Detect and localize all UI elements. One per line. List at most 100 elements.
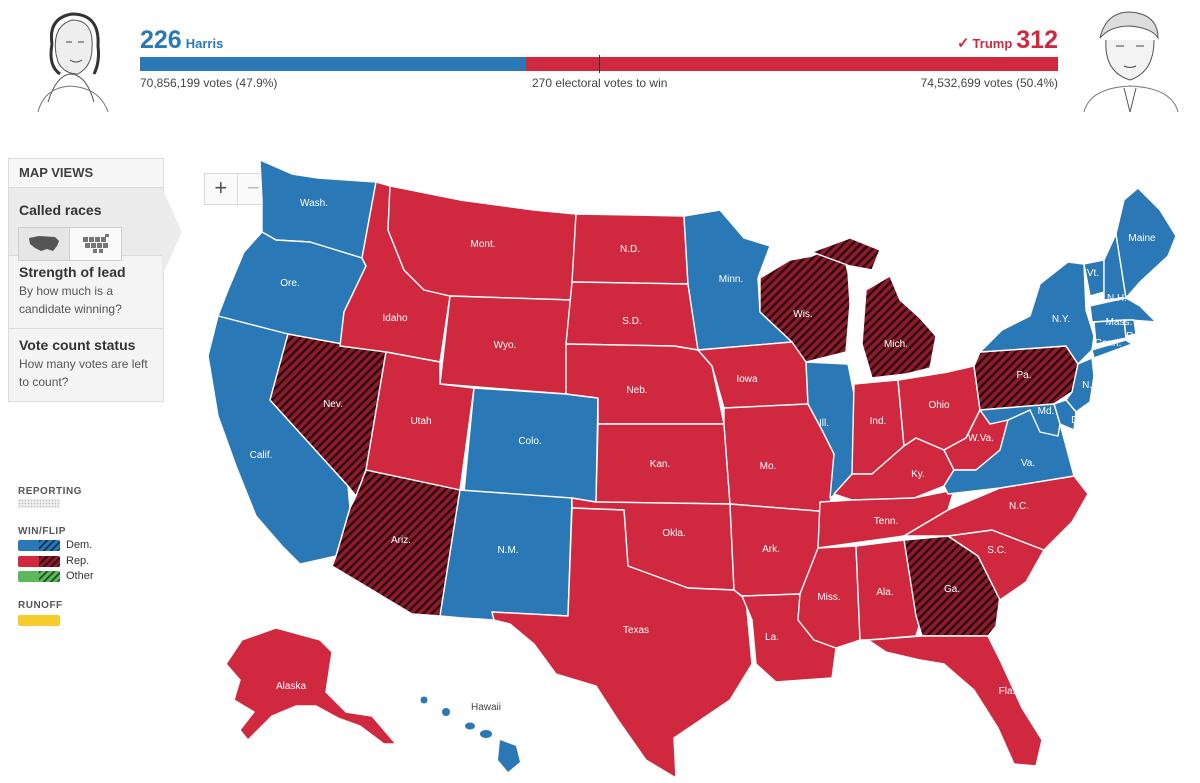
label-tn: Tenn. bbox=[874, 516, 898, 527]
label-me: Maine bbox=[1128, 233, 1156, 244]
legend-runoff-label: RUNOFF bbox=[18, 600, 63, 611]
label-md: Md. bbox=[1038, 406, 1055, 417]
rep-electoral-votes: 312 bbox=[1016, 26, 1058, 54]
state-ma[interactable] bbox=[1089, 297, 1157, 323]
zoom-out-button[interactable]: − bbox=[236, 174, 270, 204]
tile-map-icon[interactable] bbox=[70, 228, 121, 260]
label-nm: N.M. bbox=[497, 545, 518, 556]
label-az: Ariz. bbox=[391, 535, 411, 546]
dem-tally: 226 Harris bbox=[140, 26, 223, 55]
view-vote-count-status[interactable]: Vote count status How many votes are lef… bbox=[9, 329, 163, 401]
trump-portrait bbox=[1083, 11, 1179, 112]
label-in: Ind. bbox=[870, 416, 887, 427]
label-id: Idaho bbox=[382, 313, 407, 324]
label-al: Ala. bbox=[876, 587, 893, 598]
legend-other-row: Other bbox=[18, 570, 94, 582]
view-vote-count-desc: How many votes are left to count? bbox=[19, 357, 148, 389]
label-wy: Wyo. bbox=[494, 340, 517, 351]
winner-check-icon: ✓ bbox=[956, 35, 970, 52]
label-tx: Texas bbox=[623, 625, 649, 636]
dem-popular-vote: 70,856,199 votes (47.9%) bbox=[140, 76, 278, 90]
state-ri[interactable] bbox=[1123, 319, 1137, 337]
label-ia: Iowa bbox=[736, 374, 758, 385]
dem-candidate-name: Harris bbox=[185, 36, 224, 51]
state-tx[interactable] bbox=[491, 507, 753, 779]
legend-rep-row: Rep. bbox=[18, 555, 89, 567]
label-vt: Vt. bbox=[1087, 268, 1099, 279]
state-me[interactable] bbox=[1115, 187, 1177, 299]
state-tn[interactable] bbox=[817, 489, 955, 549]
state-nj[interactable] bbox=[1065, 357, 1095, 413]
state-mn[interactable] bbox=[683, 209, 793, 351]
label-ga: Ga. bbox=[944, 584, 960, 595]
view-strength-of-lead[interactable]: Strength of lead By how much is a candid… bbox=[9, 256, 163, 329]
us-map-icon[interactable] bbox=[19, 228, 70, 260]
state-ny[interactable] bbox=[979, 261, 1095, 365]
state-fl[interactable] bbox=[867, 635, 1043, 767]
label-ky: Ky. bbox=[911, 469, 925, 480]
label-hi: Hawaii bbox=[471, 702, 501, 713]
state-hi[interactable] bbox=[420, 696, 521, 773]
legend-rep-label: Rep. bbox=[66, 555, 90, 567]
reporting-swatch bbox=[18, 499, 60, 508]
legend-winflip-label: WIN/FLIP bbox=[18, 526, 66, 537]
state-md[interactable] bbox=[979, 403, 1061, 437]
label-ks: Kan. bbox=[650, 459, 671, 470]
win-threshold-marker bbox=[599, 55, 600, 73]
label-ne: Neb. bbox=[626, 385, 647, 396]
state-nc[interactable] bbox=[903, 475, 1089, 551]
state-mi[interactable] bbox=[861, 275, 937, 379]
rep-candidate-name: Trump bbox=[972, 36, 1013, 51]
label-mt: Mont. bbox=[470, 239, 495, 250]
label-nc: N.C. bbox=[1009, 501, 1029, 512]
legend-runoff-row bbox=[18, 615, 66, 626]
map-views-panel: MAP VIEWS Called races Strength of lead … bbox=[8, 158, 164, 402]
state-wi[interactable] bbox=[759, 243, 851, 363]
state-labels: Wash. Ore. Calif. Nev. Idaho Mont. Wyo. … bbox=[250, 198, 1156, 713]
rep-tally: ✓ Trump 312 bbox=[957, 26, 1058, 55]
label-la: La. bbox=[765, 632, 779, 643]
label-sc: S.C. bbox=[987, 545, 1006, 556]
view-strength-title: Strength of lead bbox=[19, 264, 126, 280]
other-swatch bbox=[18, 570, 60, 582]
label-oh: Ohio bbox=[928, 400, 950, 411]
legend-reporting-swatch-row bbox=[18, 499, 60, 508]
label-wi: Wis. bbox=[793, 309, 812, 320]
dem-electoral-votes: 226 bbox=[140, 26, 182, 54]
label-il: Ill. bbox=[819, 418, 829, 429]
label-or: Ore. bbox=[280, 278, 299, 289]
map-views-title: MAP VIEWS bbox=[9, 159, 163, 188]
runoff-swatch bbox=[18, 615, 60, 626]
view-strength-desc: By how much is a candidate winning? bbox=[19, 284, 122, 316]
label-va: Va. bbox=[1021, 458, 1035, 469]
dem-bar-fill bbox=[140, 57, 526, 71]
rep-swatch bbox=[18, 555, 60, 567]
zoom-controls: + − bbox=[204, 173, 270, 205]
view-called-races-title: Called races bbox=[19, 202, 102, 218]
label-mi: Mich. bbox=[884, 339, 908, 350]
label-nh: N.H. bbox=[1107, 293, 1127, 304]
label-ca: Calif. bbox=[250, 450, 273, 461]
legend-other-label: Other bbox=[66, 570, 94, 582]
state-ct[interactable] bbox=[1093, 319, 1127, 345]
label-nv: Nev. bbox=[323, 399, 343, 410]
legend-reporting-label: REPORTING bbox=[18, 486, 82, 497]
electoral-vote-bar bbox=[140, 55, 1058, 73]
label-sd: S.D. bbox=[622, 316, 641, 327]
state-li[interactable] bbox=[1091, 339, 1133, 359]
label-ut: Utah bbox=[410, 416, 431, 427]
zoom-in-button[interactable]: + bbox=[214, 175, 228, 200]
state-ak[interactable] bbox=[225, 627, 397, 745]
label-ok: Okla. bbox=[662, 528, 685, 539]
label-wa: Wash. bbox=[300, 198, 328, 209]
win-threshold-label: 270 electoral votes to win bbox=[532, 76, 668, 90]
state-mi-up[interactable] bbox=[811, 237, 881, 271]
label-de: Del. bbox=[1071, 415, 1089, 426]
label-nd: N.D. bbox=[620, 244, 640, 255]
view-vote-count-title: Vote count status bbox=[19, 337, 136, 353]
label-wv: W.Va. bbox=[968, 433, 994, 444]
label-ny: N.Y. bbox=[1052, 314, 1070, 325]
label-nj: N.J. bbox=[1082, 380, 1100, 391]
label-ar: Ark. bbox=[762, 544, 780, 555]
